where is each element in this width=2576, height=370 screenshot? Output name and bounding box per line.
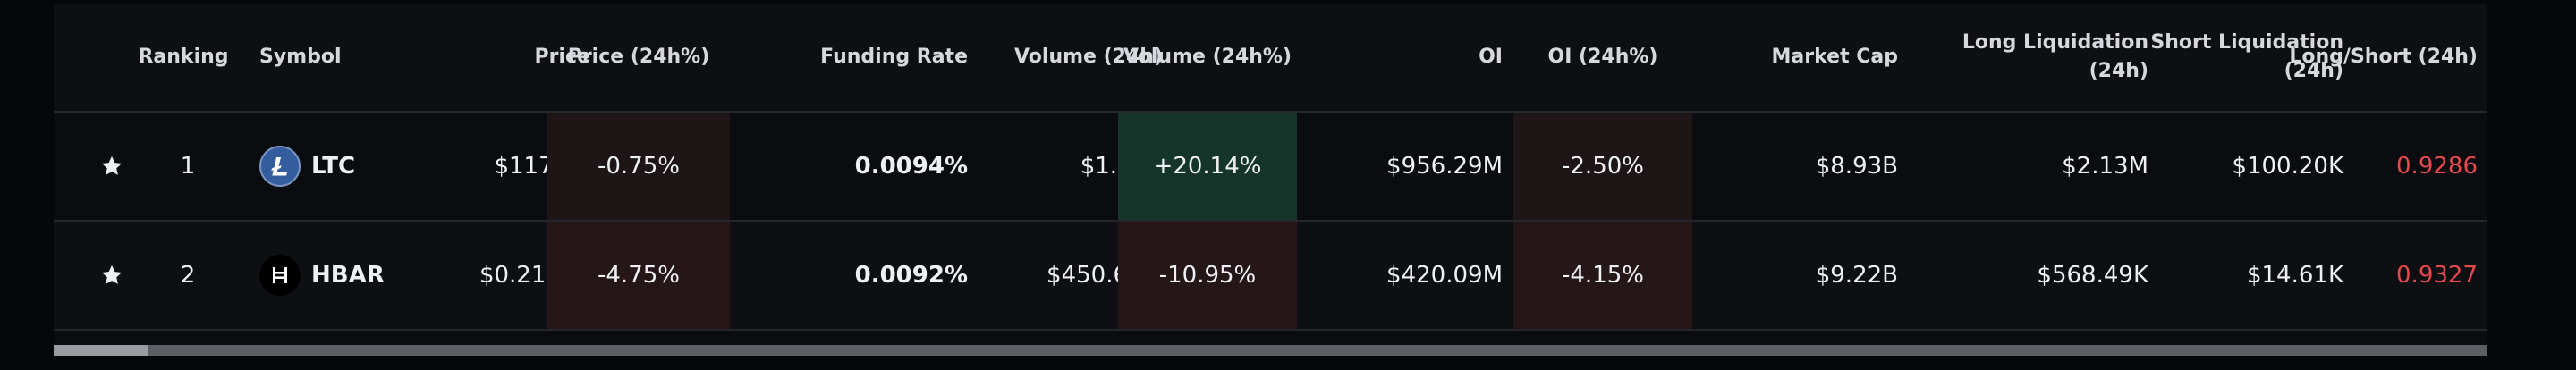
column-header-ranking[interactable]: Ranking [138,46,229,68]
symbol-cell[interactable]: LTC [259,113,438,220]
market-table: Ranking Symbol Price Price (24h%) Fundin… [54,4,2487,356]
short-liquidation-value: $14.61K [2246,262,2343,289]
column-header-short-liquidation[interactable]: Short Liquidation (24h) [2150,31,2343,82]
column-header-price-24h[interactable]: Price (24h%) [567,46,710,68]
oi-change-value: -4.15% [1513,222,1692,329]
litecoin-icon [259,146,301,187]
column-header-long-liquidation[interactable]: Long Liquidation (24h) [1962,31,2148,82]
volume-change-value: +20.14% [1118,113,1297,220]
long-liquidation-value: $2.13M [2062,153,2148,180]
rank-value: 2 [180,262,196,289]
long-liquidation-value: $568.49K [2037,262,2148,289]
rank-value: 1 [180,153,196,180]
table-row[interactable]: 1 LTC $117.27 -0.75% 0.0094% $1.14B +20.… [54,113,2487,222]
symbol-label: LTC [311,153,356,180]
market-cap-value: $8.93B [1815,153,1898,180]
column-header-oi[interactable]: OI [1479,46,1503,68]
column-header-long-short[interactable]: Long/Short (24h) [2289,46,2478,68]
column-header-price[interactable]: Price [534,46,590,68]
horizontal-scrollbar[interactable] [54,345,2487,356]
oi-value: $956.29M [1386,153,1503,180]
symbol-label: HBAR [311,262,385,289]
short-liquidation-value: $100.20K [2232,153,2343,180]
price-change-value: -0.75% [547,113,730,220]
hedera-icon [259,255,301,296]
funding-rate-value: 0.0092% [854,262,968,289]
scrollbar-thumb[interactable] [54,345,148,356]
volume-change-value: -10.95% [1118,222,1297,329]
column-header-volume-24h-pct[interactable]: Volume (24h%) [1123,46,1292,68]
favorite-star-icon[interactable] [72,113,152,220]
funding-rate-value: 0.0094% [854,153,968,180]
column-header-oi-24h[interactable]: OI (24h%) [1547,46,1658,68]
symbol-cell[interactable]: HBAR [259,222,438,329]
column-header-symbol[interactable]: Symbol [259,46,342,68]
column-header-market-cap[interactable]: Market Cap [1771,46,1898,68]
long-short-ratio-value: 0.9327 [2396,262,2478,289]
favorite-star-icon[interactable] [72,222,152,329]
long-short-ratio-value: 0.9286 [2396,153,2478,180]
oi-value: $420.09M [1386,262,1503,289]
table-header: Ranking Symbol Price Price (24h%) Fundin… [54,4,2487,113]
oi-change-value: -2.50% [1513,113,1692,220]
price-change-value: -4.75% [547,222,730,329]
column-header-funding-rate[interactable]: Funding Rate [820,46,968,68]
table-row[interactable]: 2 HBAR $0.21762 -4.75% 0.0092% $450.68M … [54,222,2487,331]
market-cap-value: $9.22B [1815,262,1898,289]
column-header-volume-24h[interactable]: Volume (24h) [1013,46,1163,68]
